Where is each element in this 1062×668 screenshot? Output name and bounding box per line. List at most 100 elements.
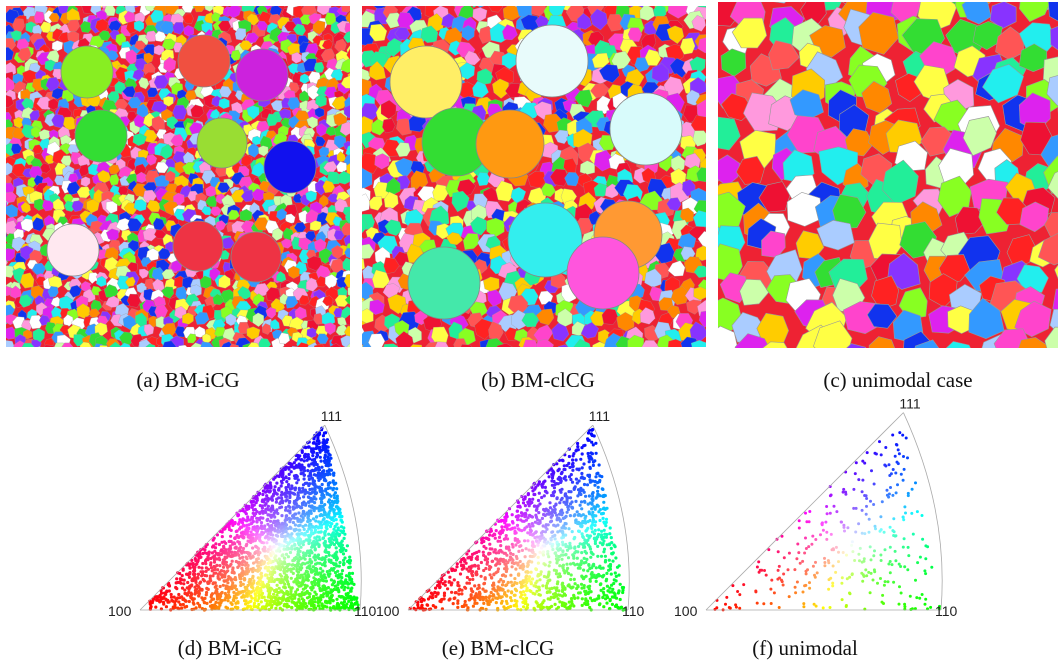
grain (881, 159, 919, 205)
grain (1018, 43, 1048, 73)
grain (762, 341, 788, 348)
grain (731, 17, 768, 49)
grain (296, 342, 310, 347)
grain (109, 341, 122, 347)
grain (773, 2, 787, 4)
grain (695, 245, 706, 261)
grain (147, 87, 159, 98)
grain (651, 63, 669, 83)
large-grain (60, 45, 114, 99)
grain (31, 339, 42, 347)
grain (106, 50, 119, 61)
pole-points (408, 427, 627, 612)
grain (368, 60, 386, 81)
grain (472, 6, 477, 8)
grain (385, 38, 403, 57)
grain (522, 339, 539, 347)
grain (557, 344, 569, 347)
triangle-edge-diagonal (139, 424, 326, 611)
grain (368, 333, 386, 347)
grain (395, 142, 411, 157)
grain (54, 6, 59, 8)
grain (369, 23, 388, 42)
grain (240, 154, 253, 168)
grain (340, 335, 350, 347)
grain (43, 344, 54, 347)
grain (1052, 288, 1058, 314)
grain (145, 343, 156, 347)
grain (331, 245, 344, 260)
pole-points (713, 431, 941, 612)
grain (591, 52, 610, 68)
grain (299, 294, 310, 306)
grain (136, 171, 148, 184)
large-grain (407, 246, 481, 320)
grain (340, 58, 350, 73)
grain (40, 162, 51, 174)
grain (144, 6, 157, 12)
grain (182, 13, 194, 25)
grain (1047, 171, 1058, 199)
grain (258, 338, 272, 347)
grain (61, 342, 74, 347)
label-100: 100 (674, 603, 698, 619)
grain (309, 220, 322, 231)
large-grain (475, 109, 545, 179)
grain (218, 20, 232, 33)
grain (247, 142, 260, 158)
grain (693, 210, 706, 228)
grain (48, 98, 59, 111)
grain (691, 340, 706, 347)
grain (1037, 232, 1058, 266)
grain (690, 115, 706, 135)
grain (914, 339, 940, 348)
grain (283, 6, 287, 7)
grain (968, 297, 1005, 340)
large-grain (46, 223, 100, 277)
grain (362, 168, 373, 189)
grain (228, 209, 240, 220)
grain (334, 294, 350, 307)
grain (816, 219, 855, 251)
grain (329, 343, 342, 347)
caption-e: (e) BM-clCG (441, 636, 555, 660)
caption-d: (d) BM-iCG (177, 636, 283, 660)
grain (476, 68, 494, 85)
grain (194, 326, 206, 338)
grain (6, 304, 15, 318)
grain (246, 326, 261, 340)
large-grain (609, 92, 683, 166)
grain (697, 37, 706, 54)
triangle-edge-arc (903, 412, 943, 611)
grain (461, 25, 475, 41)
grain (314, 107, 325, 118)
label-100: 100 (108, 603, 132, 619)
grain (161, 286, 174, 299)
grain (432, 184, 449, 202)
grain (313, 313, 324, 325)
pole-figure-e: 100 110 111 (368, 400, 645, 625)
grain (172, 22, 185, 35)
grain (19, 294, 33, 308)
grain (989, 2, 1017, 29)
grain (210, 206, 222, 216)
large-grain (507, 202, 583, 278)
grain (410, 344, 423, 347)
grain (127, 217, 143, 232)
grain (178, 344, 188, 347)
grain (234, 27, 247, 41)
grain (698, 311, 706, 328)
grain (305, 190, 318, 203)
grain (155, 161, 169, 174)
grain (324, 274, 338, 289)
grain (127, 96, 142, 109)
grain (344, 314, 350, 326)
microstructure-image-a (6, 6, 350, 347)
label-111: 111 (589, 408, 610, 424)
grain (245, 32, 259, 44)
grain (1019, 201, 1050, 233)
grain (163, 56, 177, 73)
caption-a: (a) BM-iCG (136, 368, 240, 392)
grain (63, 314, 74, 327)
grain (459, 62, 475, 80)
